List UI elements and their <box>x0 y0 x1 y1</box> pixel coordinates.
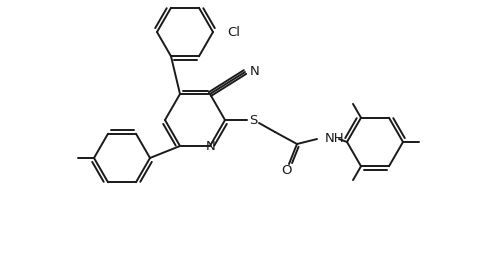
Text: S: S <box>249 114 257 126</box>
Text: N: N <box>250 65 260 77</box>
Text: NH: NH <box>325 132 344 144</box>
Text: O: O <box>282 165 292 177</box>
Text: Cl: Cl <box>227 25 240 39</box>
Text: N: N <box>206 140 216 154</box>
